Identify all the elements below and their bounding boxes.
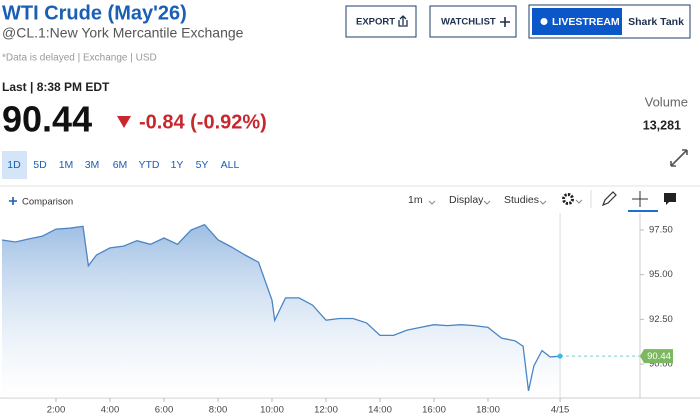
livestream-button[interactable]: LIVESTREAM Shark Tank bbox=[528, 4, 691, 39]
range-label: ALL bbox=[221, 159, 240, 171]
draw-icon[interactable] bbox=[601, 191, 617, 207]
price-area bbox=[2, 224, 561, 398]
range-selector: 1D 5D 1M 3M 6M YTD 1Y 5Y ALL bbox=[2, 151, 239, 179]
range-label: 1D bbox=[7, 159, 21, 171]
range-label: 5Y bbox=[196, 159, 209, 171]
chevron bbox=[428, 200, 436, 205]
price: 90.44 bbox=[2, 99, 92, 140]
x-tick-label: 18:00 bbox=[476, 405, 500, 416]
last-price-label: 90.44 bbox=[647, 351, 671, 362]
button-label: LIVESTREAM bbox=[552, 16, 620, 28]
export-icon bbox=[398, 15, 408, 27]
x-tick-label: 14:00 bbox=[368, 405, 392, 416]
volume: 13,281 bbox=[643, 118, 681, 132]
range-button[interactable]: YTD bbox=[139, 159, 160, 171]
change: -0.84 (-0.92%) bbox=[139, 111, 267, 133]
x-tick-label: 8:00 bbox=[209, 405, 228, 416]
range-label: 5D bbox=[33, 159, 47, 171]
comparison-label: Comparison bbox=[22, 197, 73, 208]
expand-icon[interactable] bbox=[670, 149, 688, 167]
button-frame bbox=[345, 5, 417, 38]
plus-icon bbox=[9, 197, 17, 205]
range-button[interactable]: 3M bbox=[85, 159, 100, 171]
display-dropdown[interactable]: Display bbox=[449, 194, 491, 206]
interval-label: 1m bbox=[408, 194, 423, 206]
range-label: 6M bbox=[113, 159, 128, 171]
range-button[interactable]: 1M bbox=[59, 159, 74, 171]
x-tick-label: 4/15 bbox=[551, 405, 570, 416]
x-tick-label: 12:00 bbox=[314, 405, 338, 416]
studies-dropdown[interactable]: Studies bbox=[504, 194, 547, 206]
plus-icon bbox=[500, 17, 510, 27]
comparison-button[interactable]: Comparison bbox=[9, 197, 73, 208]
chevron bbox=[483, 200, 491, 205]
last-label: Last | 8:38 PM EDT bbox=[2, 80, 110, 94]
x-tick-label: 16:00 bbox=[422, 405, 446, 416]
range-button[interactable]: 5Y bbox=[196, 159, 209, 171]
settings-button[interactable] bbox=[562, 193, 583, 205]
range-button[interactable]: 5D bbox=[33, 159, 47, 171]
crosshair-icon[interactable] bbox=[632, 191, 648, 207]
subtitle: @CL.1:New York Mercantile Exchange bbox=[2, 25, 244, 41]
chevron bbox=[539, 200, 547, 205]
button-label: EXPORT bbox=[356, 17, 395, 28]
volume-label: Volume bbox=[645, 94, 688, 109]
x-tick-label: 10:00 bbox=[260, 405, 284, 416]
title: WTI Crude (May'26) bbox=[2, 2, 187, 24]
y-tick-label: 90.00 bbox=[649, 359, 673, 370]
last-point bbox=[557, 353, 563, 359]
down-arrow bbox=[117, 116, 131, 128]
price-line bbox=[1, 223, 561, 392]
gear-icon bbox=[562, 193, 574, 205]
y-tick-label: 95.00 bbox=[649, 269, 673, 280]
export-button[interactable]: EXPORT bbox=[345, 5, 417, 38]
display-label: Display bbox=[449, 194, 484, 206]
last-price-tag bbox=[640, 349, 673, 364]
y-tick-label: 92.50 bbox=[649, 314, 673, 325]
range-button[interactable]: 6M bbox=[113, 159, 128, 171]
range-label: 1Y bbox=[171, 159, 184, 171]
range-button[interactable]: ALL bbox=[221, 159, 240, 171]
show-label: Shark Tank bbox=[628, 16, 684, 28]
range-label: 1M bbox=[59, 159, 74, 171]
interval-dropdown[interactable]: 1m bbox=[408, 194, 436, 206]
disclaimer: *Data is delayed | Exchange | USD bbox=[2, 53, 157, 64]
y-tick-label: 97.50 bbox=[649, 224, 673, 235]
x-tick-label: 2:00 bbox=[47, 405, 66, 416]
x-tick-label: 4:00 bbox=[101, 405, 120, 416]
chevron bbox=[575, 199, 583, 204]
button-label: WATCHLIST bbox=[441, 17, 496, 28]
studies-label: Studies bbox=[504, 194, 539, 206]
range-button[interactable]: 1D bbox=[2, 151, 27, 179]
range-button[interactable]: 1Y bbox=[171, 159, 184, 171]
live-dot bbox=[540, 18, 548, 25]
range-label: 3M bbox=[85, 159, 100, 171]
selected-bg bbox=[2, 151, 27, 179]
x-tick-label: 6:00 bbox=[155, 405, 174, 416]
range-label: YTD bbox=[139, 159, 160, 171]
price-chart: 90.00 92.50 95.00 97.50 2:00 4:00 6:00 8:00 10:0… bbox=[0, 213, 700, 416]
watchlist-button[interactable]: WATCHLIST bbox=[429, 5, 517, 38]
comment-icon[interactable] bbox=[664, 193, 676, 205]
